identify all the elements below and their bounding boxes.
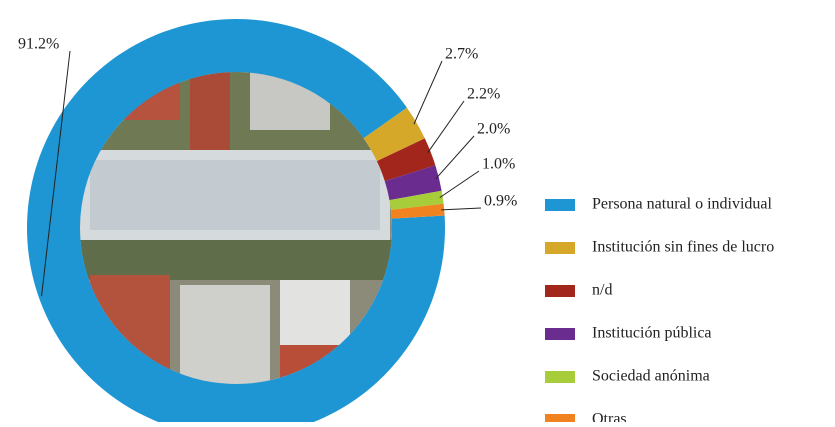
legend-swatch	[545, 328, 575, 340]
legend-swatch	[545, 199, 575, 211]
data-label: 2.0%	[477, 121, 510, 138]
legend-label: Sociedad anónima	[592, 368, 710, 385]
chart: 91.2% 2.7% 2.2% 2.0% 1.0% 0.9% Persona natural…	[0, 0, 835, 422]
leader-line	[440, 171, 479, 198]
leader-line	[414, 61, 442, 124]
legend-label: Persona natural o individual	[592, 196, 773, 213]
page: {"chart_data": {"type": "pie", "style": …	[0, 0, 835, 422]
leader-line	[441, 208, 481, 210]
data-label: 2.7%	[445, 46, 478, 63]
legend-swatch	[545, 285, 575, 297]
leader-line	[436, 136, 474, 179]
legend-swatch	[545, 242, 575, 254]
legend-swatch	[545, 371, 575, 383]
legend-label: Institución pública	[592, 325, 712, 342]
legend-label: Institución sin fines de lucro	[592, 239, 774, 256]
legend-label: Otras	[592, 411, 627, 422]
data-label: 1.0%	[482, 156, 515, 173]
leader-line	[428, 101, 464, 153]
legend-swatch	[545, 414, 575, 422]
data-label: 91.2%	[18, 36, 59, 53]
data-label: 2.2%	[467, 86, 500, 103]
data-label: 0.9%	[484, 193, 517, 210]
legend-label: n/d	[592, 282, 612, 299]
